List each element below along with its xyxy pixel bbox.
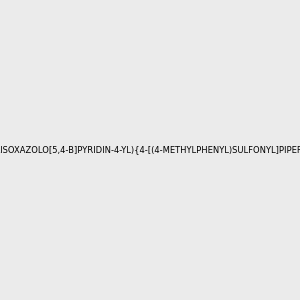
Text: (6-METHYL-3-PHENYLISOXAZOLO[5,4-B]PYRIDIN-4-YL){4-[(4-METHYLPHENYL)SULFONYL]PIPE: (6-METHYL-3-PHENYLISOXAZOLO[5,4-B]PYRIDI… — [0, 146, 300, 154]
